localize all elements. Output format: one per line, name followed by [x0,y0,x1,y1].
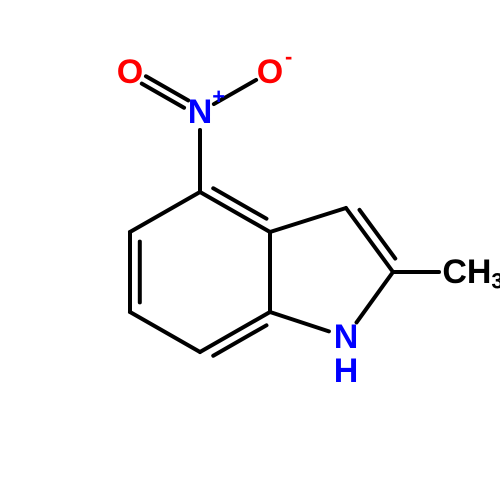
bond [357,272,393,322]
atom-nN: N [188,93,213,131]
bond [130,192,200,232]
bond [270,312,329,331]
atom-o2: O [257,53,283,91]
molecule-diagram: NHCH3N+OO- [0,0,500,500]
bond [200,192,270,232]
atom-me: CH3 [442,253,500,293]
atom-o1: O [117,53,143,91]
charge-o2: - [285,44,292,69]
atom-n1: N [334,318,359,356]
charge-nN: + [212,84,225,109]
bond [200,312,270,352]
bond [130,312,200,352]
atom-n1-H: H [334,352,359,390]
bond [270,208,346,232]
bond [346,208,393,272]
